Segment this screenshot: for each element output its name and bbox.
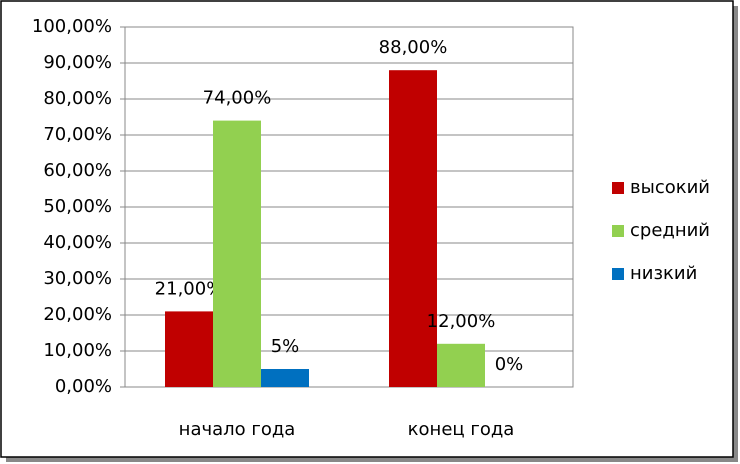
value-label: 0% bbox=[495, 354, 524, 375]
value-label: 88,00% bbox=[379, 37, 448, 58]
y-tick-label: 10,00% bbox=[43, 340, 112, 361]
y-tick-label: 100,00% bbox=[32, 16, 112, 37]
bar bbox=[213, 120, 261, 387]
bar bbox=[389, 70, 437, 387]
bar bbox=[261, 369, 309, 387]
legend-label: средний bbox=[630, 220, 710, 241]
y-tick-label: 30,00% bbox=[43, 268, 112, 289]
value-label: 21,00% bbox=[155, 278, 224, 299]
legend-label: низкий bbox=[630, 263, 697, 284]
legend-swatch bbox=[612, 182, 624, 194]
y-tick-label: 90,00% bbox=[43, 52, 112, 73]
y-tick-label: 20,00% bbox=[43, 304, 112, 325]
x-tick-label: начало года bbox=[179, 419, 296, 440]
y-tick-label: 80,00% bbox=[43, 88, 112, 109]
y-tick-label: 70,00% bbox=[43, 124, 112, 145]
bar bbox=[165, 311, 213, 387]
x-tick-label: конец года bbox=[408, 419, 515, 440]
frame bbox=[0, 0, 734, 458]
y-tick-label: 40,00% bbox=[43, 232, 112, 253]
value-label: 12,00% bbox=[427, 311, 496, 332]
legend-swatch bbox=[612, 225, 624, 237]
y-tick-label: 50,00% bbox=[43, 196, 112, 217]
y-tick-label: 60,00% bbox=[43, 160, 112, 181]
y-tick-label: 0,00% bbox=[55, 376, 112, 397]
value-label: 5% bbox=[271, 336, 300, 357]
bar bbox=[437, 343, 485, 387]
value-label: 74,00% bbox=[203, 88, 272, 109]
legend-label: высокий bbox=[630, 177, 710, 198]
legend-swatch bbox=[612, 268, 624, 280]
plot-border bbox=[124, 26, 574, 388]
